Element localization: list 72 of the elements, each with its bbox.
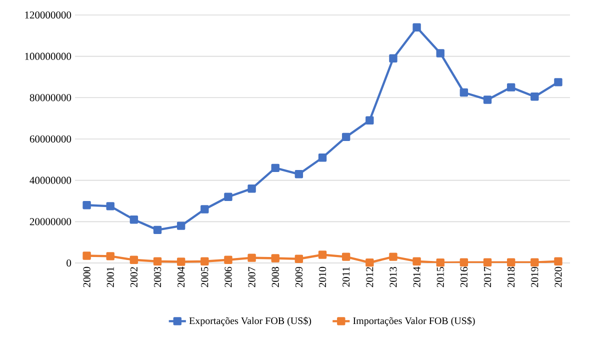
point bbox=[318, 154, 327, 162]
x-tick-label: 2009 bbox=[295, 266, 302, 288]
point bbox=[483, 96, 492, 104]
x-tick-label: 2000 bbox=[83, 266, 90, 288]
point bbox=[271, 254, 280, 262]
point bbox=[153, 226, 162, 234]
point bbox=[248, 184, 256, 193]
x-tick-label: 2006 bbox=[224, 266, 232, 288]
point bbox=[106, 252, 114, 260]
point bbox=[176, 222, 186, 230]
point bbox=[554, 78, 562, 86]
point bbox=[130, 216, 138, 224]
x-tick-label: 2017 bbox=[484, 266, 492, 288]
point bbox=[506, 83, 516, 92]
x-tick-label: 2001 bbox=[106, 267, 114, 288]
point bbox=[318, 250, 327, 259]
y-tick-label: 0 bbox=[66, 259, 72, 267]
point bbox=[366, 116, 374, 124]
point bbox=[200, 257, 209, 266]
point bbox=[389, 54, 398, 62]
point bbox=[460, 88, 468, 97]
point bbox=[200, 205, 209, 214]
x-tick-label: 2003 bbox=[154, 266, 162, 288]
point bbox=[82, 201, 91, 210]
point bbox=[530, 258, 539, 266]
x-tick-label: 2008 bbox=[272, 266, 279, 288]
x-tick-label: 2007 bbox=[248, 266, 256, 288]
point bbox=[412, 23, 421, 32]
point bbox=[294, 254, 304, 263]
point bbox=[436, 49, 444, 58]
x-tick-label: 2002 bbox=[130, 267, 138, 288]
point bbox=[153, 257, 162, 266]
point bbox=[483, 258, 492, 266]
point bbox=[460, 258, 468, 266]
x-tick-label: 2016 bbox=[460, 266, 468, 288]
point bbox=[530, 92, 539, 101]
point bbox=[412, 257, 421, 266]
point bbox=[176, 258, 186, 266]
x-tick-label: 2011 bbox=[342, 267, 350, 287]
x-tick-label: 2004 bbox=[178, 266, 185, 288]
point bbox=[224, 256, 232, 264]
legend-label: Importações Valor FOB (US$) bbox=[353, 316, 475, 326]
x-tick-label: 2015 bbox=[436, 266, 444, 288]
point bbox=[106, 202, 114, 210]
x-tick-label: 2014 bbox=[413, 266, 420, 288]
point bbox=[506, 258, 516, 266]
x-tick-label: 2012 bbox=[366, 267, 374, 288]
point bbox=[342, 252, 350, 261]
y-tick-label: 100000000 bbox=[25, 52, 72, 60]
y-tick-label: 80000000 bbox=[30, 94, 72, 102]
point bbox=[366, 258, 374, 267]
x-tick-label: 2020 bbox=[554, 266, 562, 288]
point bbox=[554, 257, 562, 266]
point bbox=[271, 164, 280, 172]
point bbox=[130, 256, 138, 264]
point bbox=[82, 252, 91, 260]
x-tick-label: 2013 bbox=[390, 266, 397, 288]
x-tick-label: 2010 bbox=[318, 266, 326, 288]
point bbox=[436, 258, 444, 267]
point bbox=[389, 252, 398, 261]
x-tick-label: 2018 bbox=[508, 266, 515, 288]
y-tick-label: 60000000 bbox=[30, 135, 72, 143]
legend-label: Exportações Valor FOB (US$) bbox=[189, 316, 312, 326]
y-tick-label: 40000000 bbox=[30, 176, 72, 184]
point bbox=[224, 192, 232, 201]
point bbox=[294, 170, 304, 178]
point bbox=[248, 254, 256, 262]
x-tick-label: 2005 bbox=[201, 266, 208, 288]
y-tick-label: 20000000 bbox=[30, 218, 72, 226]
point bbox=[342, 132, 350, 142]
x-tick-label: 2019 bbox=[531, 266, 538, 288]
y-tick-label: 120000000 bbox=[25, 11, 72, 19]
